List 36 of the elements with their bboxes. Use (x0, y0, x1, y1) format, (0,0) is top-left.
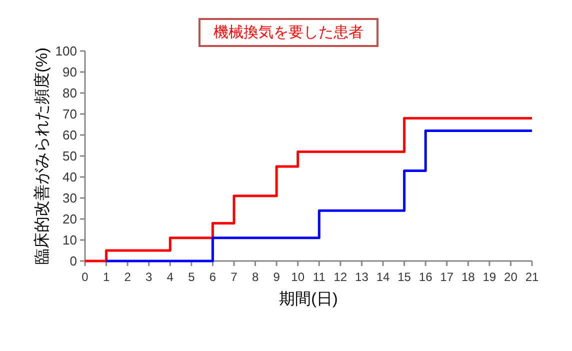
x-tick-label: 9 (273, 270, 280, 284)
x-tick-label: 3 (146, 270, 153, 284)
x-tick-label: 8 (252, 270, 259, 284)
x-tick-label: 11 (312, 270, 326, 284)
y-tick-label: 30 (62, 190, 77, 206)
y-tick-label: 80 (62, 86, 77, 100)
x-tick-label: 2 (124, 270, 132, 284)
x-tick-label: 5 (188, 270, 196, 284)
x-tick-label: 0 (82, 270, 89, 284)
x-tick-label: 21 (525, 270, 539, 284)
x-tick-label: 1 (102, 270, 110, 284)
x-tick-label: 4 (166, 270, 174, 284)
x-tick-label: 19 (482, 270, 496, 284)
y-tick-label: 0 (70, 254, 77, 268)
x-tick-label: 17 (440, 270, 454, 284)
y-tick-label: 20 (62, 212, 77, 226)
x-tick-label: 7 (230, 270, 238, 284)
y-tick-label: 60 (62, 128, 77, 142)
x-tick-label: 20 (504, 270, 518, 284)
x-axis-title: 期間(日) (279, 290, 338, 308)
y-tick-label: 10 (62, 232, 77, 248)
x-tick-label: 16 (418, 270, 433, 284)
y-tick-label: 40 (62, 170, 77, 184)
x-tick-label: 12 (334, 270, 348, 284)
y-tick-label: 100 (55, 44, 77, 58)
x-tick-label: 13 (355, 270, 369, 284)
y-tick-label: 90 (62, 64, 77, 80)
text: 機械換気を要した患者 (214, 24, 364, 41)
y-axis-title: 臨床的改善がみられた頻度(%) (33, 48, 51, 264)
x-tick-label: 10 (291, 270, 305, 284)
x-tick-label: 15 (398, 270, 412, 284)
x-tick-label: 6 (209, 270, 216, 284)
y-tick-label: 50 (62, 148, 77, 164)
y-tick-label: 70 (62, 106, 77, 122)
x-tick-label: 14 (376, 270, 390, 284)
x-tick-label: 18 (461, 270, 476, 284)
